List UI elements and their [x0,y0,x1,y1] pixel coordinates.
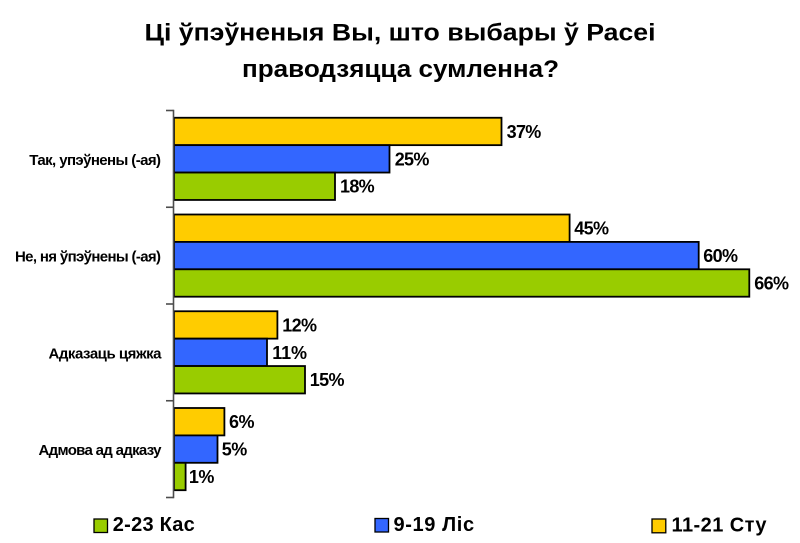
svg-text:15%: 15% [310,370,345,390]
svg-text:Не, ня ўпэўнены (-ая): Не, ня ўпэўнены (-ая) [15,249,161,266]
svg-text:праводзяцца сумленна?: праводзяцца сумленна? [242,56,559,83]
svg-text:60%: 60% [703,246,738,266]
svg-text:2-23 Кас: 2-23 Кас [113,514,195,536]
svg-text:6%: 6% [229,412,255,432]
svg-text:18%: 18% [340,177,375,197]
svg-text:Адмова ад адказу: Адмова ад адказу [39,442,163,459]
svg-text:Ці ўпэўненыя Вы, што выбары ў: Ці ўпэўненыя Вы, што выбары ў Расеі [145,20,656,47]
svg-text:25%: 25% [395,149,430,169]
svg-text:45%: 45% [574,219,609,239]
svg-text:37%: 37% [507,122,542,142]
svg-text:5%: 5% [222,440,248,460]
svg-text:66%: 66% [754,273,789,293]
svg-text:Адказаць цяжка: Адказаць цяжка [49,345,163,362]
svg-text:12%: 12% [282,315,317,335]
svg-text:Так, упэўнены (-ая): Так, упэўнены (-ая) [29,152,161,169]
svg-text:11%: 11% [272,343,307,363]
svg-text:1%: 1% [189,467,215,487]
svg-text:9-19 Ліс: 9-19 Ліс [394,514,475,536]
svg-text:11-21 Сту: 11-21 Сту [672,515,768,537]
